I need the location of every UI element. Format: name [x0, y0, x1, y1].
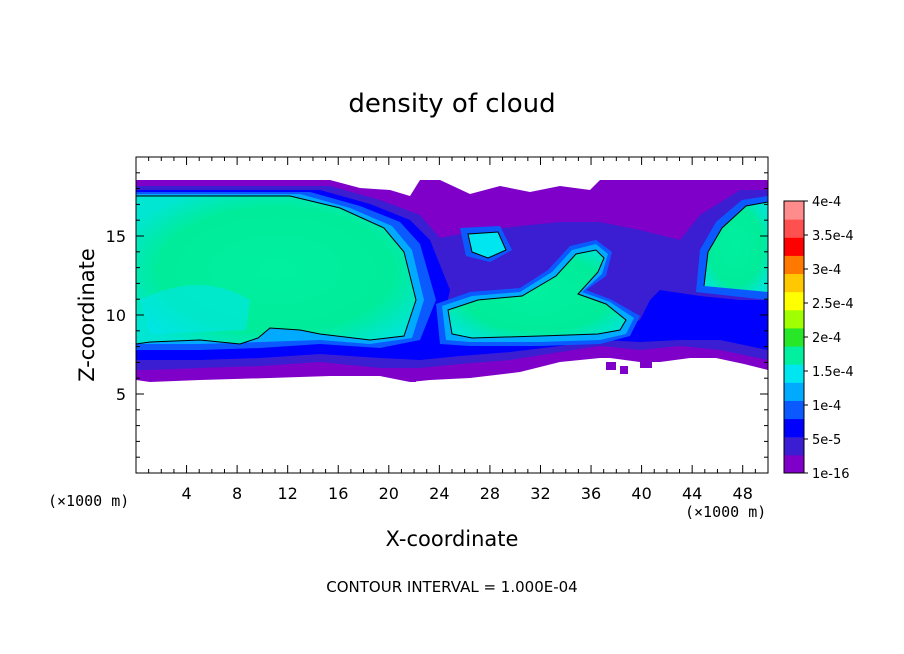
- contour-lines: [136, 195, 768, 345]
- colorbar-label: 1e-16: [812, 467, 850, 482]
- colorbar-swatch: [784, 327, 804, 347]
- colorbar-swatch: [784, 237, 804, 256]
- colorbar-swatch: [784, 201, 804, 220]
- colorbar-swatch: [784, 418, 804, 438]
- colorbar-label: 2e-4: [812, 331, 841, 346]
- colorbar-swatch: [784, 364, 804, 383]
- y-unit-label: (×1000 m): [48, 492, 129, 510]
- x-tick-label: 32: [530, 484, 550, 503]
- y-tick-label: 15: [106, 227, 126, 246]
- colorbar-label: 2.5e-4: [812, 297, 854, 312]
- colorbar-label: 4e-4: [812, 195, 841, 210]
- colorbar: 1e-16 5e-5 1e-4 1.5e-4 2e-4 2.5e-4 3e-4 3.5e-4 4…: [783, 195, 854, 482]
- x-tick-label: 48: [733, 484, 753, 503]
- x-tick-label: 12: [278, 484, 298, 503]
- colorbar-swatch: [784, 291, 804, 311]
- x-tick-label: 28: [480, 484, 500, 503]
- density-field: [136, 180, 768, 382]
- y-axis-title: Z-coordinate: [75, 248, 99, 382]
- colorbar-label: 3e-4: [812, 263, 841, 278]
- y-axis-ticks: 5 10 15: [106, 172, 768, 458]
- x-axis-ticks: 4 8 12 16 20 24 28 32 36 40 44 48: [148, 157, 756, 503]
- colorbar-swatch: [784, 346, 804, 365]
- colorbar-label: 5e-5: [812, 433, 841, 448]
- x-tick-label: 36: [581, 484, 601, 503]
- y-tick-label: 10: [106, 306, 126, 325]
- x-tick-label: 20: [379, 484, 399, 503]
- colorbar-swatch: [784, 219, 804, 238]
- colorbar-label: 1e-4: [812, 399, 841, 414]
- chart-title: density of cloud: [348, 89, 555, 119]
- colorbar-swatch: [784, 454, 804, 474]
- colorbar-label: 3.5e-4: [812, 229, 854, 244]
- contour-interval-note: CONTOUR INTERVAL = 1.000E-04: [326, 578, 577, 596]
- colorbar-swatch: [784, 382, 804, 401]
- x-unit-label: (×1000 m): [685, 503, 766, 521]
- x-tick-label: 16: [328, 484, 348, 503]
- colorbar-swatch: [784, 400, 804, 420]
- x-tick-label: 44: [682, 484, 702, 503]
- x-axis-title: X-coordinate: [386, 527, 519, 551]
- colorbar-swatch: [784, 255, 804, 275]
- colorbar-swatch: [784, 273, 804, 293]
- y-tick-label: 5: [116, 385, 126, 404]
- x-tick-label: 24: [429, 484, 449, 503]
- x-tick-label: 40: [631, 484, 651, 503]
- colorbar-swatch: [784, 309, 804, 329]
- colorbar-swatch: [784, 436, 804, 456]
- colorbar-label: 1.5e-4: [812, 365, 854, 380]
- x-tick-label: 8: [232, 484, 242, 503]
- x-tick-label: 4: [181, 484, 191, 503]
